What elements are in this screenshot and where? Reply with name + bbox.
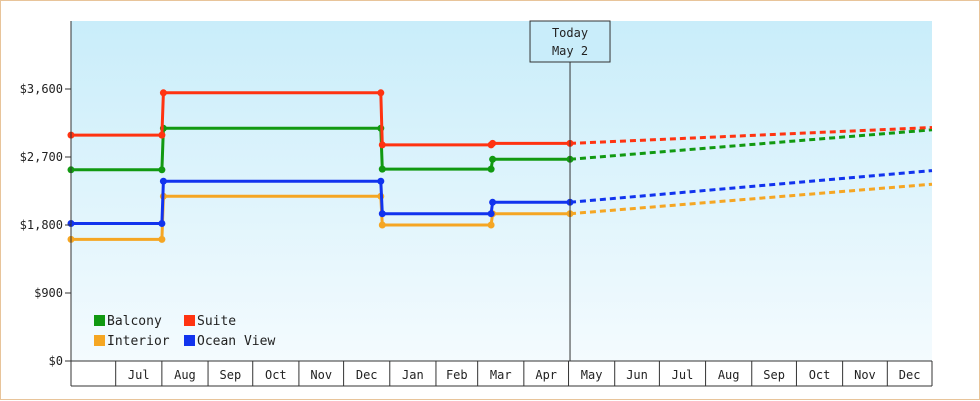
y-tick-label: $2,700 (20, 150, 63, 164)
x-tick-label: Mar (490, 368, 512, 382)
x-tick-label: Aug (718, 368, 740, 382)
x-tick-label: Jul (672, 368, 694, 382)
today-date-label: May 2 (552, 44, 588, 58)
data-point (158, 166, 166, 174)
x-tick-label: Oct (265, 368, 287, 382)
x-tick-label: Jul (128, 368, 150, 382)
x-tick-label: Oct (809, 368, 831, 382)
data-point (378, 165, 386, 173)
legend-label: Suite (197, 314, 236, 329)
data-point (487, 165, 495, 173)
today-box (529, 20, 611, 63)
x-tick-label: Sep (763, 368, 785, 382)
x-tick-label: Sep (220, 368, 242, 382)
today-label: Today (552, 26, 588, 40)
data-point (378, 221, 386, 229)
legend: Balcony Suite Interior Ocean View (94, 314, 275, 349)
data-point (378, 141, 386, 149)
data-point (487, 210, 495, 218)
today-marker: Today May 2 (529, 20, 611, 361)
series-projection-line (569, 169, 933, 204)
data-point (378, 210, 386, 218)
data-point (487, 221, 495, 229)
series-projection-line (569, 182, 933, 216)
data-point (377, 177, 385, 185)
x-tick-label: Jan (402, 368, 424, 382)
series-projection-line (569, 128, 933, 161)
data-point (158, 220, 166, 227)
axes: $0 $900 $1,800 $2,700 $3,600 Jul Aug Sep Oct Nov D… (20, 21, 933, 387)
series-ocean-view (67, 169, 933, 227)
legend-label: Interior (107, 334, 170, 349)
plot-area-background (71, 21, 932, 361)
y-tick-label: $900 (34, 286, 63, 300)
legend-swatch (94, 315, 105, 326)
data-point (159, 177, 167, 185)
x-tick-label: Aug (174, 368, 196, 382)
legend-swatch (184, 335, 195, 346)
data-point (489, 155, 497, 163)
legend-label: Ocean View (197, 334, 275, 349)
data-point (158, 131, 166, 139)
x-tick-label: Jun (626, 368, 648, 382)
x-tick-label: Nov (310, 368, 332, 382)
x-tick-label: Nov (854, 368, 876, 382)
data-point (489, 139, 497, 147)
x-tick-label: Dec (899, 368, 921, 382)
legend-swatch (94, 335, 105, 346)
x-tick-label: Dec (356, 368, 378, 382)
data-point (158, 235, 166, 243)
data-point (377, 89, 385, 97)
y-tick-label: $0 (49, 354, 63, 368)
series-projection-line (569, 126, 933, 145)
data-point (159, 89, 167, 97)
legend-swatch (184, 315, 195, 326)
x-tick-label: Apr (535, 368, 557, 382)
data-point (489, 198, 497, 206)
x-tick-label: Feb (446, 368, 468, 382)
series-layer (67, 89, 933, 243)
y-tick-label: $1,800 (20, 218, 63, 232)
y-tick-label: $3,600 (20, 82, 63, 96)
x-tick-label: May (581, 368, 603, 382)
legend-label: Balcony (107, 314, 162, 329)
